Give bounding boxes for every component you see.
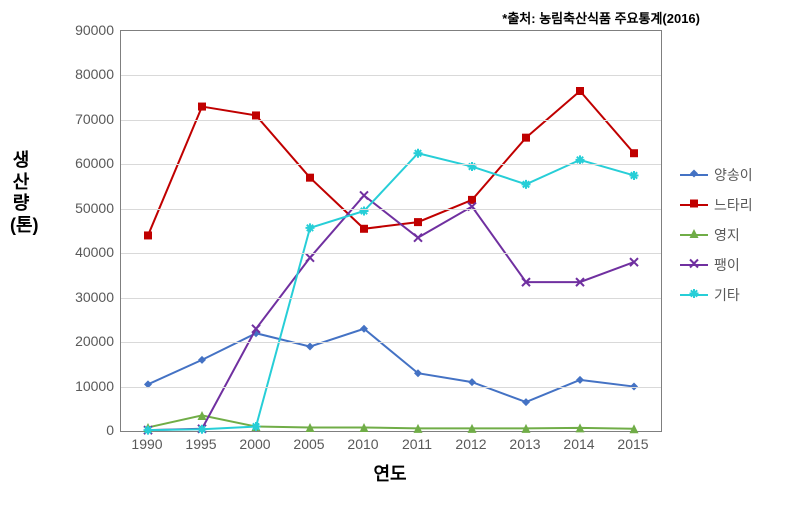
data-point [414, 149, 423, 158]
data-point [306, 343, 314, 351]
x-tick-label: 2010 [347, 436, 378, 452]
y-tick-label: 80000 [54, 66, 114, 82]
legend-label: 팽이 [714, 255, 740, 275]
data-point [252, 111, 260, 119]
chart-container: { "source_note": "*출처: 농림축산식품 주요통계(2016)… [0, 0, 800, 506]
x-tick-label: 2014 [563, 436, 594, 452]
data-point [576, 87, 584, 95]
data-point [306, 223, 315, 232]
plot-area [120, 30, 662, 432]
legend-label: 양송이 [714, 165, 753, 185]
x-tick-label: 1995 [185, 436, 216, 452]
series-line [148, 195, 634, 430]
gridline [121, 120, 661, 121]
y-tick-label: 90000 [54, 22, 114, 38]
series-line [148, 415, 634, 428]
y-tick-label: 20000 [54, 333, 114, 349]
legend-label: 영지 [714, 225, 740, 245]
data-point [468, 378, 476, 386]
data-point [522, 180, 531, 189]
line-chart-svg [121, 31, 661, 431]
x-tick-label: 2012 [455, 436, 486, 452]
data-point [576, 376, 584, 384]
y-tick-label: 30000 [54, 289, 114, 305]
gridline [121, 75, 661, 76]
gridline [121, 298, 661, 299]
legend-item: 팽이 [680, 250, 753, 280]
legend-item: 양송이 [680, 160, 753, 190]
x-tick-label: 2015 [617, 436, 648, 452]
x-tick-label: 2000 [239, 436, 270, 452]
x-axis-title: 연도 [120, 460, 660, 486]
series-line [148, 91, 634, 235]
data-point [144, 231, 152, 239]
data-point [252, 422, 261, 431]
legend-item: 느타리 [680, 190, 753, 220]
y-tick-label: 70000 [54, 111, 114, 127]
triangle-icon [687, 227, 701, 244]
data-point [306, 174, 314, 182]
data-point [360, 225, 368, 233]
legend-swatch [680, 204, 708, 206]
legend-label: 기타 [714, 285, 740, 305]
data-point [360, 191, 368, 199]
x-tick-label: 2013 [509, 436, 540, 452]
y-tick-label: 10000 [54, 378, 114, 394]
data-point [198, 103, 206, 111]
x-tick-label: 2005 [293, 436, 324, 452]
gridline [121, 342, 661, 343]
legend: 양송이느타리영지팽이기타 [680, 160, 753, 310]
series-line [148, 329, 634, 402]
y-axis-title: 생산량(톤) [10, 150, 32, 236]
legend-label: 느타리 [714, 195, 753, 215]
data-point [306, 254, 314, 262]
data-point [198, 425, 207, 434]
legend-item: 기타 [680, 280, 753, 310]
legend-swatch [680, 294, 708, 296]
y-tick-label: 0 [54, 422, 114, 438]
x-tick-label: 1990 [131, 436, 162, 452]
star-icon [687, 287, 701, 304]
legend-swatch [680, 264, 708, 266]
x-icon [687, 257, 701, 274]
data-point [630, 149, 638, 157]
y-tick-label: 60000 [54, 155, 114, 171]
source-note: *출처: 농림축산식품 주요통계(2016) [502, 8, 700, 27]
legend-swatch [680, 174, 708, 176]
data-point [522, 134, 530, 142]
y-tick-label: 40000 [54, 244, 114, 260]
legend-item: 영지 [680, 220, 753, 250]
gridline [121, 253, 661, 254]
data-point [630, 171, 639, 180]
data-point [522, 398, 530, 406]
gridline [121, 164, 661, 165]
diamond-icon [687, 167, 701, 184]
data-point [198, 356, 206, 364]
square-icon [687, 197, 701, 214]
data-point [144, 426, 153, 435]
gridline [121, 209, 661, 210]
y-tick-label: 50000 [54, 200, 114, 216]
data-point [414, 234, 422, 242]
data-point [576, 155, 585, 164]
gridline [121, 387, 661, 388]
x-tick-label: 2011 [402, 436, 432, 452]
data-point [414, 218, 422, 226]
legend-swatch [680, 234, 708, 236]
